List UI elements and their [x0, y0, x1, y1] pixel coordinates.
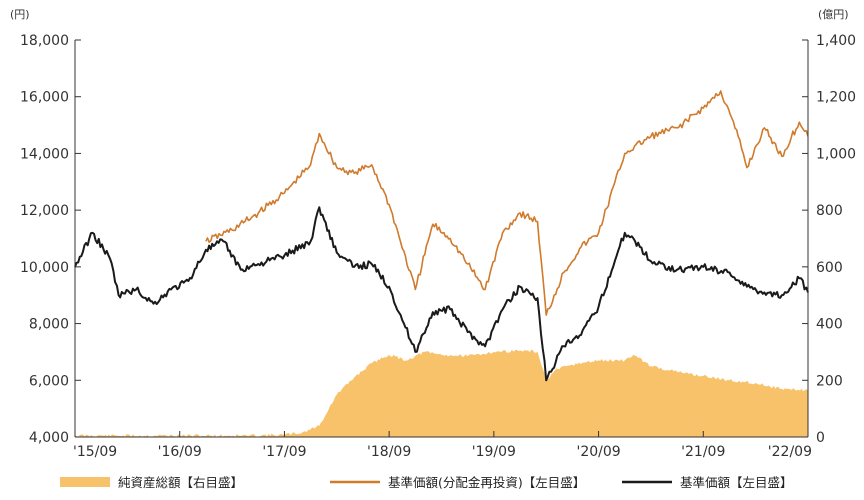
x-axis-tick-label: '15/09 [73, 444, 117, 460]
legend-label: 純資産総額【右目盛】 [118, 475, 243, 490]
series-nav-reinvested-line [205, 90, 809, 316]
left-axis-tick-label: 10,000 [20, 260, 69, 276]
left-axis-unit: (円) [10, 8, 30, 21]
plot-area-layer [75, 349, 808, 438]
left-axis-tick-label: 16,000 [20, 90, 69, 106]
left-axis-tick-label: 6,000 [29, 373, 69, 389]
plot-lines-layer [74, 90, 809, 382]
legend-label: 基準価額【左目盛】 [680, 475, 793, 490]
series-net-assets-area [75, 349, 808, 438]
x-axis-tick-label: '22/09 [768, 444, 812, 460]
legend-label: 基準価額(分配金再投資)【左目盛】 [388, 475, 585, 490]
right-axis-unit: (億円) [818, 8, 849, 21]
x-axis-tick-label: '16/09 [158, 444, 202, 460]
x-axis-tick-label: '19/09 [472, 444, 516, 460]
left-axis-tick-label: 14,000 [20, 146, 69, 162]
right-axis-tick-label: 200 [816, 373, 843, 389]
right-axis-tick-label: 1,000 [816, 146, 856, 162]
right-axis-tick-label: 800 [816, 203, 843, 219]
right-axis-tick-label: 600 [816, 260, 843, 276]
left-axis-tick-label: 18,000 [20, 33, 69, 49]
axes-layer [74, 40, 809, 438]
right-axis-tick-label: 1,400 [816, 33, 856, 49]
series-nav-line [74, 206, 809, 382]
left-axis-tick-label: 4,000 [29, 430, 69, 446]
right-axis-tick-label: 400 [816, 317, 843, 333]
x-axis-tick-label: '18/09 [367, 444, 411, 460]
x-axis-tick-label: '20/09 [576, 444, 620, 460]
left-axis-tick-label: 8,000 [29, 317, 69, 333]
x-axis-tick-label: '17/09 [262, 444, 306, 460]
right-axis-tick-label: 0 [816, 430, 825, 446]
right-axis-tick-label: 1,200 [816, 90, 856, 106]
ticks-layer: 4,000 6,000 8,000 10,000 12,000 14,000 16,000 1… [20, 33, 856, 460]
left-axis-tick-label: 12,000 [20, 203, 69, 219]
legend: 純資産総額【右目盛】 基準価額(分配金再投資)【左目盛】 基準価額【左目盛】 [60, 475, 793, 490]
x-axis-tick-label: '21/09 [681, 444, 725, 460]
legend-swatch-area [60, 477, 110, 487]
